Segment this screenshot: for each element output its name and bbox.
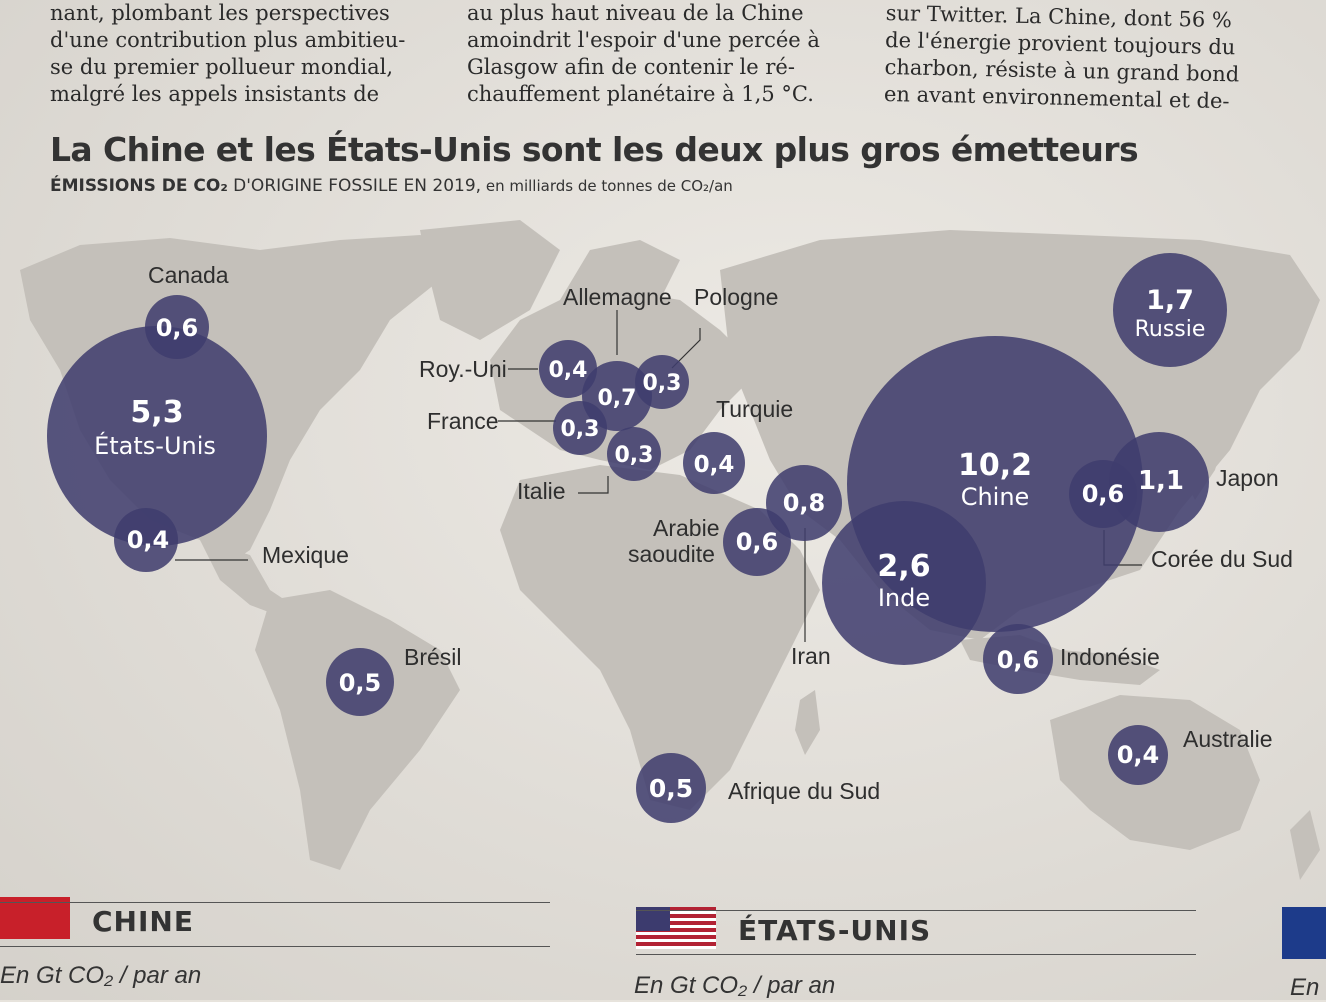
article-line: Glasgow afin de contenir le ré- — [467, 55, 795, 79]
leader-pologne — [671, 328, 701, 369]
value-mexique: 0,4 — [127, 526, 170, 554]
value-france: 0,3 — [561, 417, 600, 442]
china-panel-unit: En Gt CO₂ / par an — [0, 962, 202, 989]
subtitle-bold: ÉMISSIONS DE CO₂ — [50, 176, 228, 196]
value-allemagne: 0,7 — [598, 386, 637, 411]
bubble-coree-du-sud[interactable] — [1069, 460, 1137, 528]
label-saoudite: saoudite — [628, 541, 715, 567]
article-column-1: nant, plombant les perspectives d'une co… — [50, 0, 435, 108]
label-pologne: Pologne — [694, 284, 778, 310]
label-afrique-du-sud: Afrique du Sud — [728, 778, 880, 804]
value-royuni: 0,4 — [549, 358, 588, 383]
name-inde: Inde — [878, 584, 930, 612]
eu-panel-unit: En — [1290, 974, 1320, 1001]
name-etats-unis: États-Unis — [94, 431, 216, 460]
article-line: se du premier pollueur mondial, — [50, 55, 394, 79]
us-panel-title: ÉTATS-UNIS — [738, 914, 932, 947]
article-line: malgré les appels insistants de — [50, 82, 380, 106]
china-panel-title: CHINE — [92, 905, 194, 938]
bubble-labels: 5,3 États-Unis 0,6 0,4 0,5 0,4 0,7 0,3 0… — [94, 285, 1205, 803]
value-iran: 0,8 — [783, 489, 826, 517]
bubble-afrique-du-sud[interactable] — [636, 753, 706, 823]
label-allemagne: Allemagne — [563, 284, 672, 310]
bubble-royuni[interactable] — [539, 340, 597, 398]
value-australie: 0,4 — [1117, 741, 1160, 769]
bubble-indonesie[interactable] — [983, 624, 1053, 694]
bubble-mexique[interactable] — [114, 508, 178, 572]
land-south-america — [255, 590, 460, 870]
label-iran: Iran — [791, 643, 831, 669]
land-scandinavia — [560, 240, 680, 310]
value-afrique-du-sud: 0,5 — [649, 774, 693, 803]
value-canada: 0,6 — [156, 314, 199, 342]
article-line: d'une contribution plus ambitieu- — [50, 28, 406, 52]
label-france: France — [427, 408, 499, 434]
bubble-russie[interactable] — [1113, 253, 1227, 367]
china-panel-top-rule — [0, 902, 550, 903]
label-bresil: Brésil — [404, 644, 462, 670]
subtitle-unit: en milliards de tonnes de CO₂/an — [481, 177, 733, 195]
us-flag-icon — [636, 907, 716, 949]
bubble-iran[interactable] — [766, 465, 842, 541]
name-russie: Russie — [1135, 317, 1206, 342]
label-australie: Australie — [1183, 726, 1272, 752]
value-indonesie: 0,6 — [997, 646, 1040, 674]
value-bresil: 0,5 — [339, 669, 382, 697]
bubble-arabie-saoudite[interactable] — [723, 508, 791, 576]
value-russie: 1,7 — [1146, 285, 1194, 316]
land-new-zealand — [1290, 810, 1320, 880]
world-map: 5,3 États-Unis 0,6 0,4 0,5 0,4 0,7 0,3 0… — [20, 220, 1320, 880]
value-pologne: 0,3 — [643, 371, 682, 396]
bubble-australie[interactable] — [1108, 725, 1168, 785]
article-column-2: au plus haut niveau de la Chine amoindri… — [467, 0, 852, 108]
bubble-pologne[interactable] — [635, 355, 689, 409]
bubble-bresil[interactable] — [326, 648, 394, 716]
land-madagascar — [795, 690, 820, 755]
china-flag-icon — [0, 897, 70, 939]
label-arabie: Arabie — [653, 515, 719, 541]
value-japon: 1,1 — [1138, 466, 1184, 496]
bubble-etats-unis[interactable] — [47, 326, 267, 546]
us-panel-unit: En Gt CO₂ / par an — [634, 972, 836, 999]
label-indonesie: Indonésie — [1060, 644, 1160, 670]
label-mexique: Mexique — [262, 542, 349, 568]
leader-italie — [578, 476, 609, 494]
label-turquie: Turquie — [716, 396, 793, 422]
article-line: nant, plombant les perspectives — [50, 1, 390, 25]
bubble-inde[interactable] — [822, 501, 986, 665]
bubble-turquie[interactable] — [683, 432, 745, 494]
us-panel-top-rule — [636, 910, 1196, 911]
article-line: amoindrit l'espoir d'une percée à — [467, 28, 820, 52]
article-column-3: sur Twitter. La Chine, dont 56 % de l'én… — [884, 0, 1261, 116]
value-etats-unis: 5,3 — [130, 395, 183, 430]
value-chine: 10,2 — [958, 448, 1032, 483]
label-canada: Canada — [148, 262, 229, 288]
value-italie: 0,3 — [615, 443, 654, 468]
label-royuni: Roy.-Uni — [419, 356, 507, 382]
land-greenland — [420, 220, 560, 340]
bubble-canada[interactable] — [145, 295, 209, 359]
china-panel-bottom-rule — [0, 946, 550, 947]
value-turquie: 0,4 — [694, 452, 735, 478]
country-labels: Canada Mexique Brésil Roy.-Uni Allemagne… — [148, 262, 1293, 804]
label-italie: Italie — [517, 478, 566, 504]
label-coree-du-sud: Corée du Sud — [1151, 546, 1293, 572]
article-line: chauffement planétaire à 1,5 °C. — [467, 82, 814, 106]
us-panel-bottom-rule — [636, 954, 1196, 955]
bubble-france[interactable] — [553, 401, 607, 455]
subtitle-main: D'ORIGINE FOSSILE EN 2019, — [227, 176, 482, 196]
emission-bubbles — [47, 253, 1227, 823]
chart-subtitle: ÉMISSIONS DE CO₂ D'ORIGINE FOSSILE EN 20… — [50, 176, 733, 196]
label-japon: Japon — [1216, 465, 1279, 491]
value-coree-du-sud: 0,6 — [1082, 480, 1125, 508]
name-chine: Chine — [961, 483, 1030, 511]
value-arabie-saoudite: 0,6 — [736, 528, 779, 556]
value-inde: 2,6 — [877, 549, 930, 584]
article-line: au plus haut niveau de la Chine — [467, 1, 804, 25]
bubble-italie[interactable] — [607, 427, 661, 481]
chart-headline: La Chine et les États-Unis sont les deux… — [50, 130, 1139, 169]
eu-flag-icon — [1282, 907, 1326, 959]
